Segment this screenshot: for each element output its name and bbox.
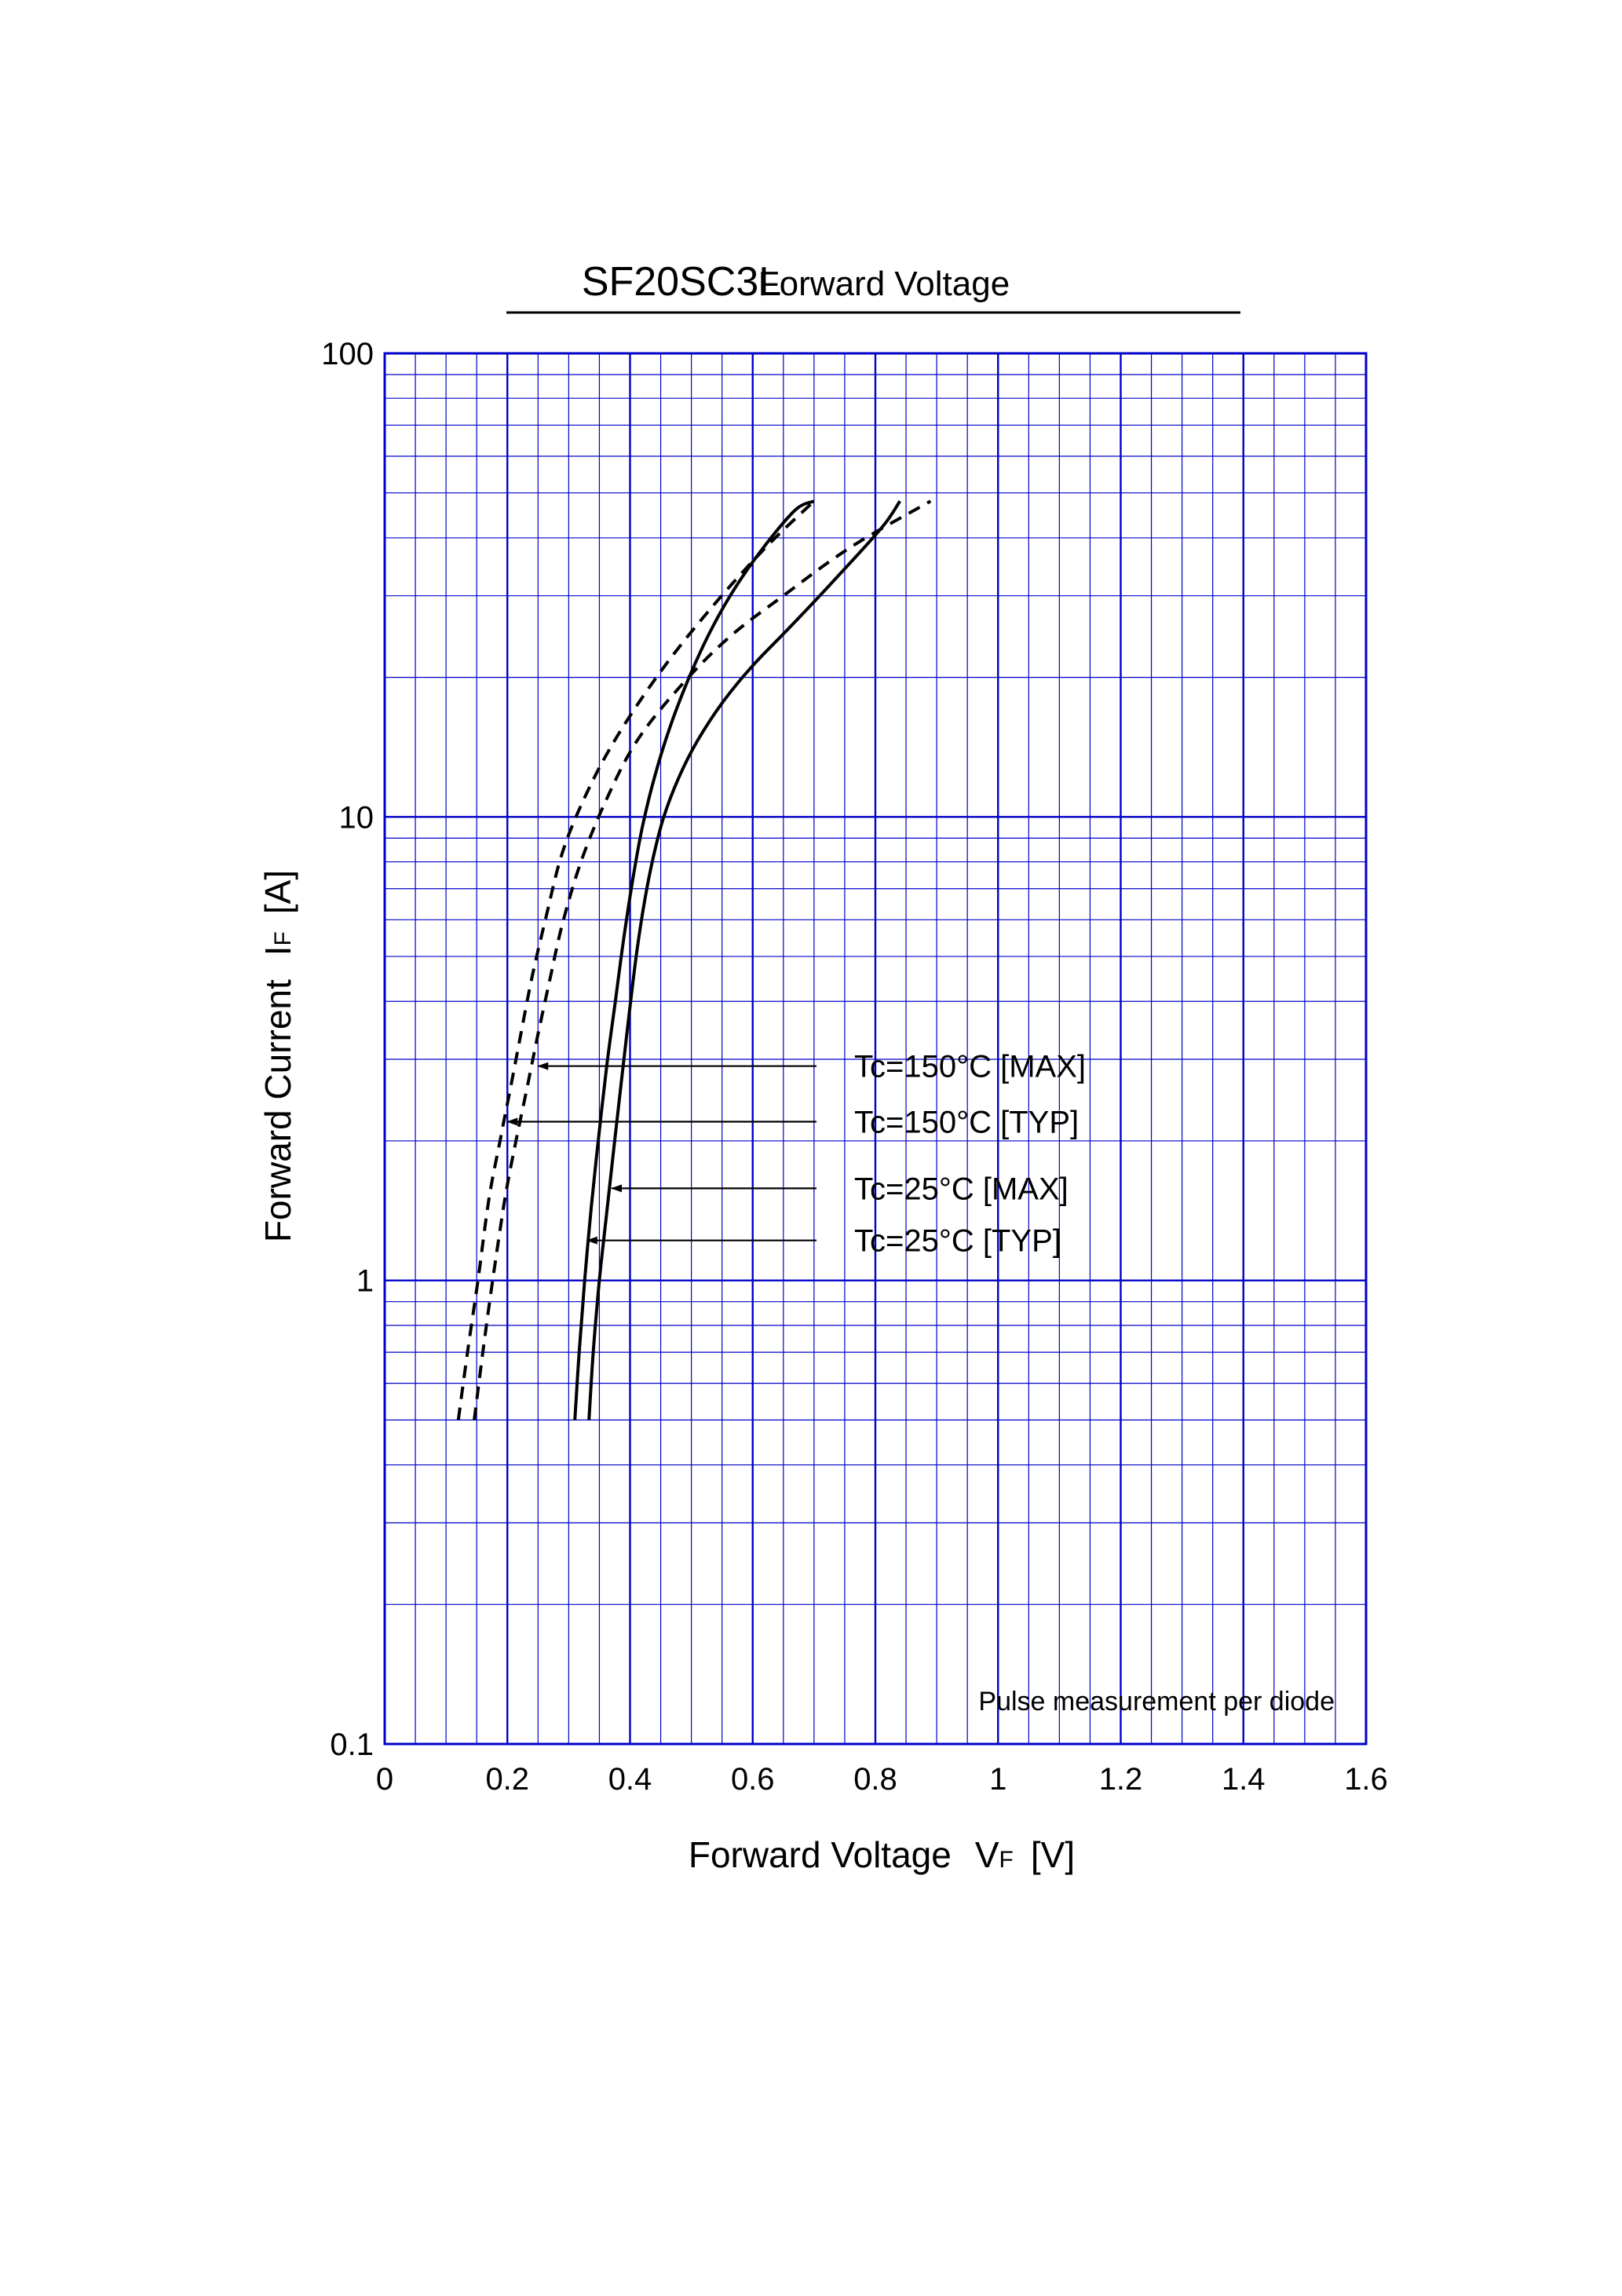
x-tick-label: 0.2 (485, 1762, 529, 1797)
grid-major (383, 353, 1368, 1746)
y-axis-label: Forward Current IF [A] (258, 870, 298, 1242)
y-tick-labels: 0.1 1 10 100 (321, 337, 374, 1762)
x-tick-label: 0.4 (608, 1762, 652, 1797)
y-axis-label-symbol: I (258, 945, 298, 956)
chart-subtitle: Forward Voltage (758, 265, 1010, 303)
y-tick-label: 1 (356, 1264, 374, 1299)
y-tick-label: 100 (321, 337, 374, 371)
x-axis-label-subscript: F (999, 1847, 1014, 1873)
x-axis-label: Forward Voltage VF [V] (689, 1834, 1075, 1875)
annotation-label: Tc=25°C [TYP] (854, 1224, 1061, 1259)
pulse-note: Pulse measurement per diode (978, 1687, 1335, 1717)
series-line-tc-150-c-typ (456, 499, 816, 1420)
x-tick-label: 1.2 (1099, 1762, 1143, 1797)
y-axis-label-name: Forward Current (258, 979, 298, 1242)
x-axis-label-unit: [V] (1031, 1834, 1075, 1875)
x-axis-label-name: Forward Voltage (689, 1834, 952, 1875)
x-tick-label: 0.8 (853, 1762, 897, 1797)
plot-frame (383, 352, 1368, 1746)
annotation-label: Tc=150°C [TYP] (854, 1106, 1079, 1140)
x-tick-label: 1.4 (1222, 1762, 1266, 1797)
y-axis-label-subscript: F (270, 931, 296, 945)
chart-title: SF20SC3L (582, 259, 781, 305)
annotation-label: Tc=150°C [MAX] (854, 1050, 1086, 1084)
y-tick-label: 0.1 (330, 1727, 374, 1762)
x-tick-label: 0 (376, 1762, 393, 1797)
x-axis-label-symbol: V (975, 1834, 999, 1875)
grid-minor (385, 353, 1366, 1744)
series-line-tc-25-c-max (587, 500, 901, 1420)
y-tick-label: 10 (339, 800, 374, 835)
y-axis-label-unit: [A] (258, 870, 298, 914)
x-tick-label: 1.6 (1344, 1762, 1388, 1797)
x-tick-label: 1 (989, 1762, 1006, 1797)
x-tick-label: 0.6 (731, 1762, 775, 1797)
annotation-layer: Tc=150°C [MAX] Tc=150°C [TYP] Tc=25°C [MAX… (506, 1050, 1086, 1259)
series-line-tc-25-c-typ (573, 499, 815, 1420)
x-tick-labels: 0 0.2 0.4 0.6 0.8 1 1.2 1.4 1.6 (376, 1762, 1388, 1797)
annotation-label: Tc=25°C [MAX] (854, 1172, 1069, 1206)
series-line-tc-150-c-max (473, 499, 932, 1420)
series-layer (456, 499, 932, 1420)
